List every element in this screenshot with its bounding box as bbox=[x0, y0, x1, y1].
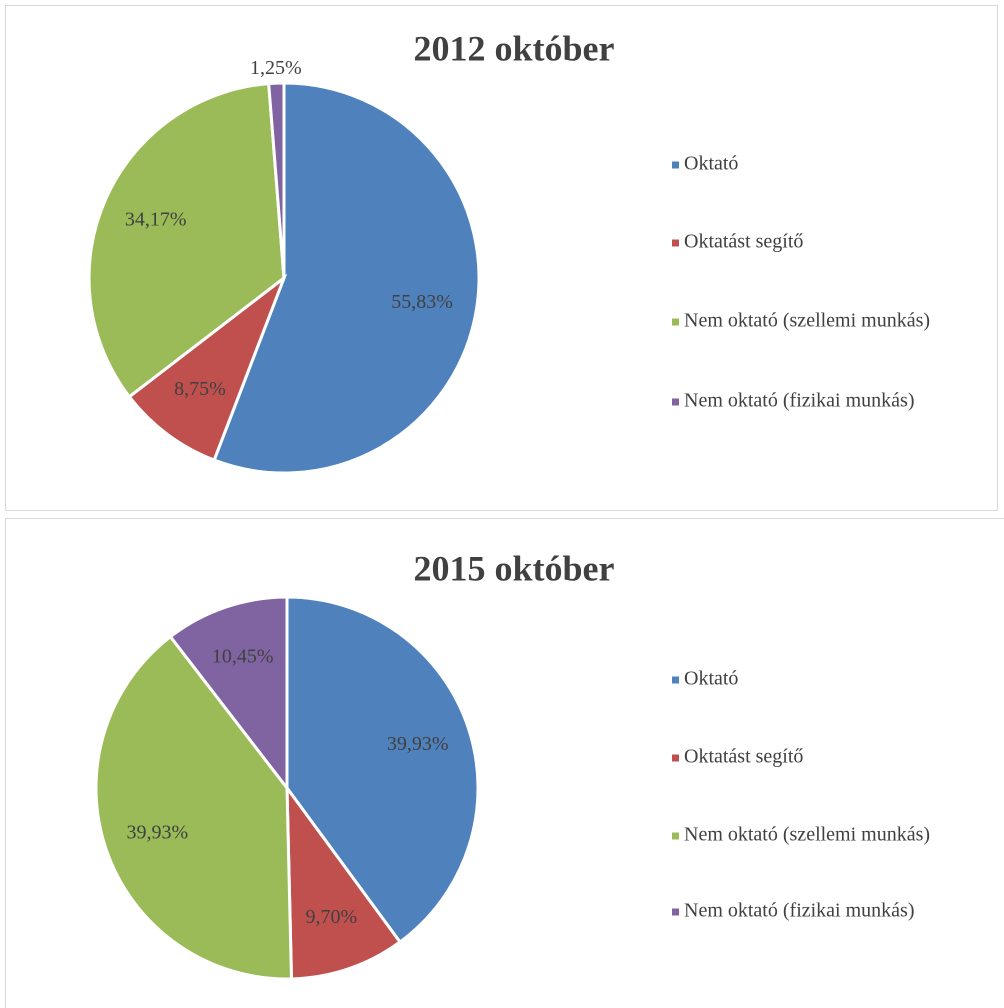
legend-marker bbox=[672, 754, 679, 762]
data-label: 39,93% bbox=[127, 821, 189, 843]
pie-slice bbox=[87, 81, 286, 399]
data-label: 9,70% bbox=[306, 906, 358, 928]
legend-label: Nem oktató (fizikai munkás) bbox=[684, 900, 915, 922]
chart-title: 2012 október bbox=[414, 28, 615, 68]
legend-label: Oktató bbox=[684, 668, 738, 690]
data-label: 10,45% bbox=[212, 645, 274, 667]
data-label: 55,83% bbox=[391, 291, 453, 313]
legend-label: Oktatást segítő bbox=[684, 746, 803, 768]
legend-label: Oktató bbox=[684, 153, 738, 175]
pie-slice bbox=[285, 783, 403, 981]
legend-label: Oktatást segítő bbox=[684, 231, 803, 253]
legend-marker bbox=[672, 908, 679, 916]
legend-marker bbox=[672, 832, 679, 840]
pie-slice bbox=[127, 273, 288, 463]
data-label: 39,93% bbox=[387, 733, 449, 755]
data-label: 8,75% bbox=[174, 378, 226, 400]
legend-marker bbox=[672, 239, 679, 247]
pie-slice bbox=[94, 634, 294, 981]
pie-slice bbox=[168, 595, 289, 793]
pie-slice bbox=[267, 81, 286, 279]
legend-label: Nem oktató (szellemi munkás) bbox=[684, 310, 930, 332]
pie-slice bbox=[212, 81, 481, 475]
data-label: 34,17% bbox=[125, 209, 187, 231]
legend-marker bbox=[672, 161, 679, 169]
legend-marker bbox=[672, 398, 679, 406]
chart-title: 2015 október bbox=[414, 548, 615, 588]
legend-marker bbox=[672, 318, 679, 326]
pie-slice bbox=[285, 595, 480, 945]
data-label: 1,25% bbox=[250, 57, 302, 79]
legend-label: Nem oktató (szellemi munkás) bbox=[684, 824, 930, 846]
legend-marker bbox=[672, 676, 679, 684]
legend-label: Nem oktató (fizikai munkás) bbox=[684, 390, 915, 412]
